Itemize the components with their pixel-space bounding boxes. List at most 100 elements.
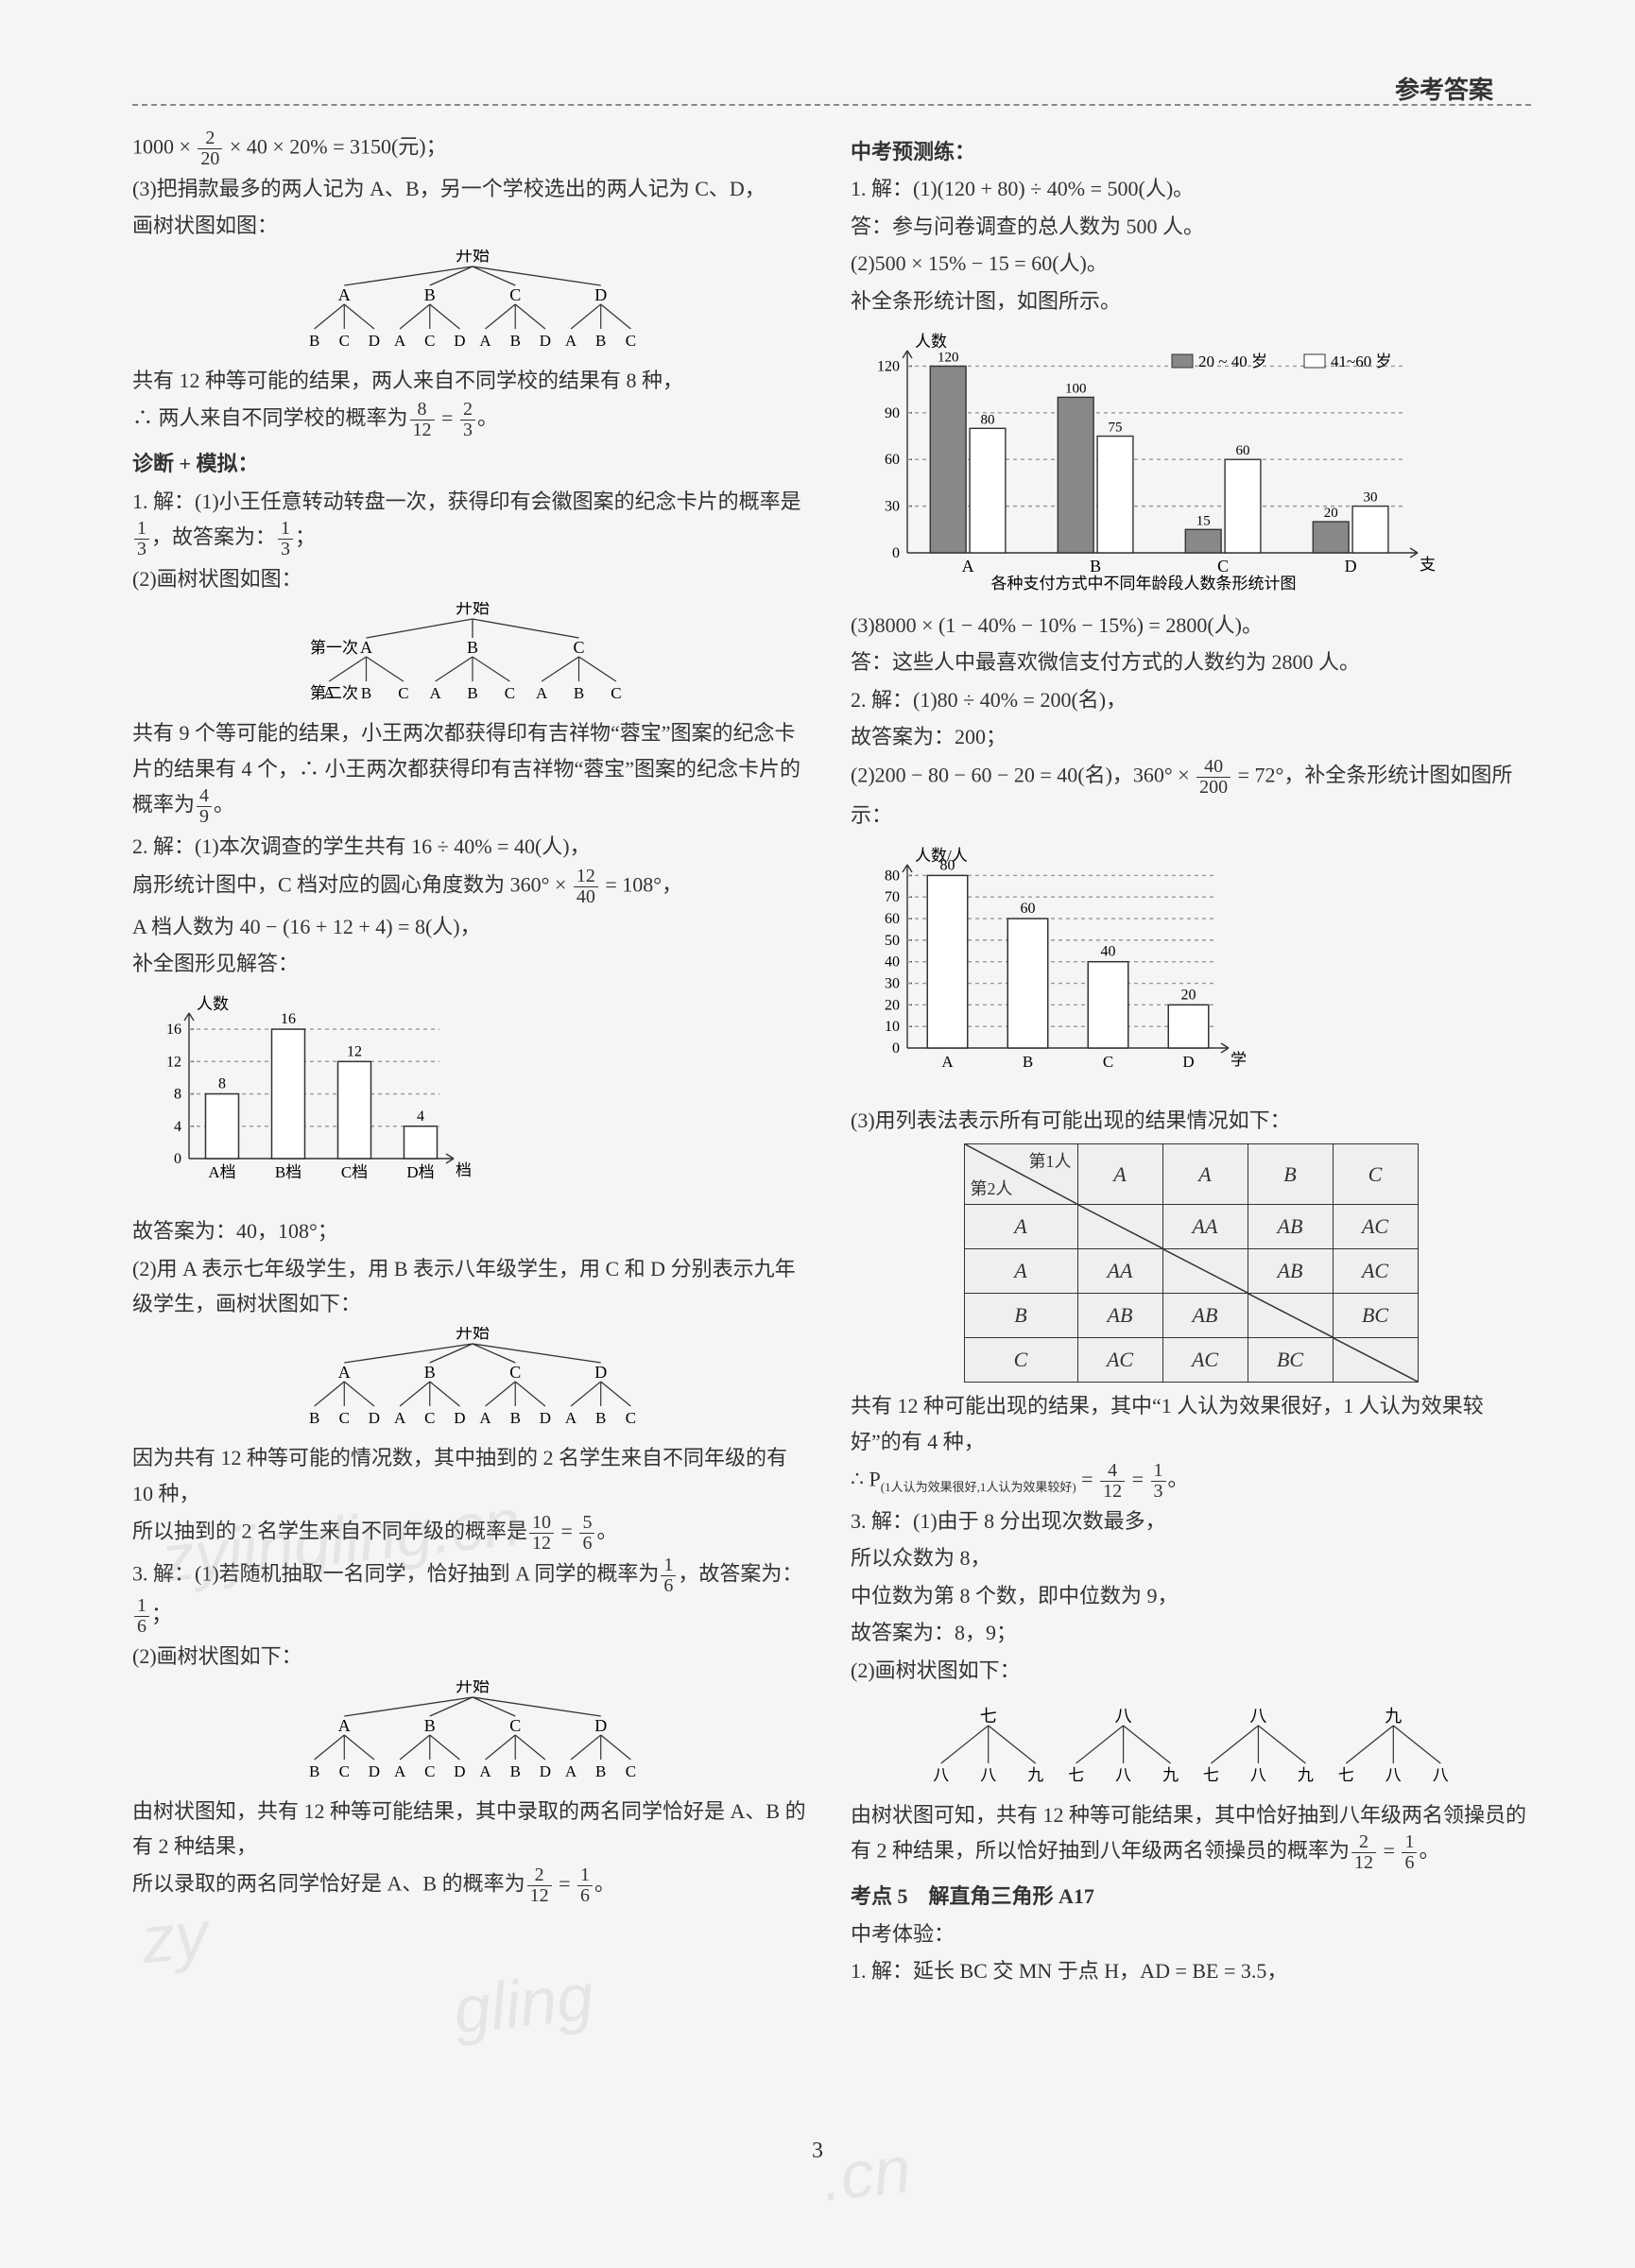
fraction: 220 [198,129,222,169]
svg-text:支付方式: 支付方式 [1420,556,1437,574]
text-line: 1. 解：延长 BC 交 MN 于点 H，AD = BE = 3.5， [851,1953,1531,1988]
svg-text:B: B [467,638,478,657]
svg-text:C: C [509,1716,521,1735]
svg-text:B: B [595,332,606,350]
text-line: 所以众数为 8， [851,1540,1531,1575]
svg-text:D: D [454,332,465,350]
page-header-title: 参考答案 [1395,71,1493,106]
svg-text:七: 七 [1068,1766,1084,1784]
svg-text:八: 八 [1433,1766,1449,1784]
svg-text:C: C [424,1409,435,1427]
svg-text:B: B [309,1762,319,1780]
probability-table: 第1人第2人AABCAAAABACAAAABACBABABBCCACACBC [964,1143,1419,1383]
svg-text:C: C [626,1409,636,1427]
text-line: (3)8000 × (1 − 40% − 10% − 15%) = 2800(人… [851,608,1531,643]
svg-text:开始: 开始 [456,1680,490,1695]
text-line: ∴ P(1人认为效果很好,1人认为效果较好) = 412 = 13。 [851,1461,1531,1502]
svg-text:20: 20 [1181,987,1196,1003]
text-line: 所以抽到的 2 名学生来自不同年级的概率是1012 = 56。 [132,1513,813,1554]
svg-text:B: B [1090,557,1101,576]
svg-text:80: 80 [981,412,995,427]
svg-text:C: C [505,684,515,702]
svg-text:A: A [394,1409,406,1427]
svg-text:60: 60 [885,452,900,468]
svg-text:D: D [1182,1053,1194,1071]
svg-text:D: D [369,1762,380,1780]
svg-text:D: D [1345,557,1357,576]
svg-text:C: C [573,638,584,657]
svg-text:C: C [509,1363,521,1382]
svg-text:12: 12 [347,1044,362,1060]
svg-text:C: C [626,1762,636,1780]
svg-text:九: 九 [1162,1766,1179,1784]
text-line: 答：这些人中最喜欢微信支付方式的人数约为 2800 人。 [851,644,1531,679]
section-heading: 考点 5 解直角三角形 A17 [851,1879,1531,1914]
text-line: 共有 12 种可能出现的结果，其中“1 人认为效果很好，1 人认为效果较好”的有… [851,1388,1531,1459]
svg-text:A: A [394,332,406,350]
text-line: 答：参与问卷调查的总人数为 500 人。 [851,209,1531,244]
text-line: (2)画树状图如图： [132,561,813,596]
text-line: 所以录取的两名同学恰好是 A、B 的概率为212 = 16。 [132,1865,813,1906]
tree-diagram-4: 开始ABCDBACDCABDDABC [293,1680,652,1784]
svg-text:C: C [509,285,521,304]
svg-text:0: 0 [892,545,900,561]
tree-diagram-1: 开始ABCDBACDCABDDABC [293,249,652,353]
text-line: 1. 解：(1)(120 + 80) ÷ 40% = 500(人)。 [851,171,1531,206]
svg-text:第二次: 第二次 [310,684,358,702]
svg-text:开始: 开始 [456,602,490,617]
svg-text:七: 七 [1203,1766,1219,1784]
svg-text:B: B [510,1762,521,1780]
svg-text:A: A [338,1716,351,1735]
text-line: (2)用 A 表示七年级学生，用 B 表示八年级学生，用 C 和 D 分别表示九… [132,1251,813,1322]
svg-text:B: B [424,1716,436,1735]
svg-text:C: C [339,332,350,350]
svg-text:B: B [595,1409,606,1427]
svg-text:八: 八 [1249,1707,1266,1726]
tree-diagram-2: 开始AABCBABCCABC第一次第二次 [302,602,643,706]
svg-text:B: B [309,1409,319,1427]
svg-text:120: 120 [938,350,959,365]
svg-text:D: D [540,1409,551,1427]
svg-text:九: 九 [1298,1766,1314,1784]
svg-text:八: 八 [1250,1766,1266,1784]
svg-text:第一次: 第一次 [310,639,358,657]
svg-text:九: 九 [1385,1707,1402,1726]
svg-text:8: 8 [174,1087,181,1103]
svg-text:A: A [565,332,577,350]
svg-text:C: C [1217,557,1229,576]
svg-text:C: C [611,684,621,702]
svg-text:0: 0 [892,1040,900,1057]
svg-text:20 ~ 40 岁: 20 ~ 40 岁 [1198,352,1267,370]
watermark: .cn [818,2131,914,2215]
svg-text:八: 八 [980,1766,996,1784]
section-heading: 中考预测练： [851,134,1531,169]
svg-text:B: B [510,332,521,350]
svg-text:八: 八 [1385,1766,1402,1784]
svg-text:B: B [309,332,319,350]
svg-text:10: 10 [885,1019,900,1035]
svg-text:D: D [594,1363,607,1382]
svg-text:A: A [394,1762,406,1780]
text-line: 1. 解：(1)小王任意转动转盘一次，获得印有会徽图案的纪念卡片的概率是13，故… [132,484,813,559]
svg-text:开始: 开始 [456,249,490,265]
svg-text:30: 30 [885,975,900,991]
left-column: 1000 × 220 × 40 × 20% = 3150(元)； (3)把捐款最… [132,129,813,1991]
bar-chart-1: 人数档次4812168A档16B档12C档4D档0 [132,990,473,1198]
svg-text:15: 15 [1196,513,1211,528]
text-line: ∴ 两人来自不同学校的概率为812 = 23。 [132,400,813,440]
svg-text:50: 50 [885,933,900,949]
text-line: A 档人数为 40 − (16 + 12 + 4) = 8(人)， [132,909,813,944]
text-line: 补全图形见解答： [132,946,813,981]
svg-text:C: C [626,332,636,350]
svg-text:C档: C档 [341,1163,368,1181]
svg-text:D: D [594,285,607,304]
text-line: 故答案为：40，108°； [132,1213,813,1248]
svg-text:20: 20 [1324,506,1338,521]
text-line: 故答案为：8，9； [851,1615,1531,1650]
text-line: 共有 12 种等可能的结果，两人来自不同学校的结果有 8 种， [132,363,813,398]
text-line: 扇形统计图中，C 档对应的圆心角度数为 360° × 1240 = 108°， [132,867,813,907]
svg-text:A: A [338,285,351,304]
text-line: (2)画树状图如下： [132,1639,813,1674]
svg-text:D: D [369,1409,380,1427]
svg-text:60: 60 [885,911,900,927]
